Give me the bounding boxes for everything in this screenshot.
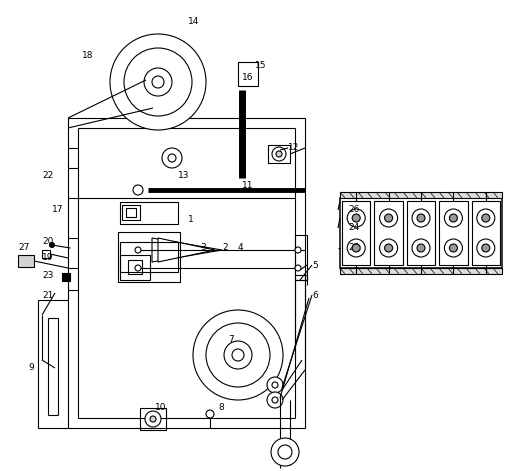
Circle shape [347,239,365,257]
Circle shape [135,265,141,271]
Circle shape [450,214,457,222]
Circle shape [379,209,398,227]
Circle shape [278,445,292,459]
Circle shape [444,209,462,227]
Text: 2: 2 [222,244,228,252]
Bar [126,208,136,217]
Text: 26: 26 [348,205,359,214]
Bar [340,192,502,198]
Circle shape [385,214,393,222]
Text: 8: 8 [218,404,224,413]
Text: 15: 15 [255,60,267,70]
Text: 17: 17 [52,205,63,214]
Text: 12: 12 [288,144,300,153]
Circle shape [272,397,278,403]
Circle shape [272,382,278,388]
Text: 14: 14 [188,17,199,26]
Circle shape [133,185,143,195]
Bar [295,235,307,280]
Circle shape [276,151,282,157]
Bar [18,255,34,267]
Text: 13: 13 [178,171,189,179]
Circle shape [135,247,141,253]
Circle shape [295,247,301,253]
Bar [118,232,180,282]
Circle shape [450,244,457,252]
Text: 19: 19 [42,253,53,262]
Circle shape [267,377,283,393]
Circle shape [379,239,398,257]
Text: 18: 18 [82,50,94,59]
Circle shape [152,76,164,88]
Circle shape [417,214,425,222]
Text: 5: 5 [312,260,318,269]
Circle shape [482,214,490,222]
Bar [120,202,178,224]
Circle shape [267,392,283,408]
Bar [122,205,140,220]
Text: 16: 16 [242,73,253,82]
Circle shape [444,239,462,257]
Circle shape [144,68,172,96]
Text: 11: 11 [242,180,253,189]
Bar [140,408,166,430]
Circle shape [347,209,365,227]
Text: 9: 9 [28,364,34,373]
Circle shape [352,244,360,252]
Circle shape [224,341,252,369]
Bar [120,255,150,280]
Circle shape [412,239,430,257]
Circle shape [352,214,360,222]
Circle shape [110,34,206,130]
Circle shape [412,209,430,227]
Circle shape [232,349,244,361]
Text: 6: 6 [312,291,318,300]
Circle shape [150,416,156,422]
Text: 25: 25 [348,244,359,252]
Bar [340,268,502,274]
Text: 7: 7 [228,335,234,344]
Bar [42,250,50,258]
Text: 27: 27 [18,244,29,252]
Bar [374,201,403,265]
Circle shape [477,239,495,257]
Text: 3: 3 [200,244,206,252]
Bar [407,201,435,265]
Text: 23: 23 [42,270,53,279]
Circle shape [477,209,495,227]
Bar [138,110,148,120]
Bar [268,145,290,163]
Text: 20: 20 [42,237,53,246]
Circle shape [271,438,299,466]
Bar [342,201,370,265]
Bar [472,201,500,265]
Circle shape [145,411,161,427]
Text: 22: 22 [42,171,53,179]
Circle shape [482,244,490,252]
Bar [120,242,178,272]
Text: 1: 1 [188,216,194,225]
Text: 21: 21 [42,291,53,300]
Bar [439,201,467,265]
Circle shape [385,244,393,252]
Bar [340,198,502,268]
Text: 24: 24 [348,224,359,233]
Bar [62,273,70,281]
Circle shape [272,147,286,161]
Circle shape [50,243,54,247]
Bar [128,260,142,274]
Circle shape [417,244,425,252]
Circle shape [193,310,283,400]
Text: 4: 4 [238,244,244,252]
Text: 10: 10 [155,404,166,413]
Circle shape [295,265,301,271]
Bar [238,62,258,86]
Polygon shape [158,238,215,262]
Circle shape [168,154,176,162]
Circle shape [162,148,182,168]
